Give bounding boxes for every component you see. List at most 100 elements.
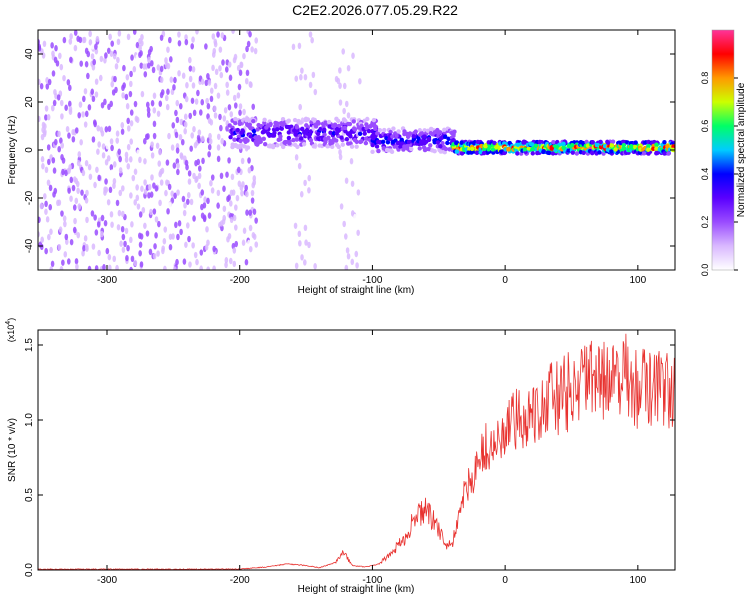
heatmap-cell (115, 264, 119, 270)
heatmap-cell (132, 66, 137, 73)
heatmap-cell (117, 148, 122, 155)
heatmap-cell (363, 136, 369, 141)
heatmap-cell (130, 54, 134, 61)
heatmap-cell (238, 69, 243, 76)
heatmap-cell (121, 210, 125, 218)
heatmap-cell (530, 151, 535, 156)
heatmap-cell (91, 136, 96, 143)
heatmap-cell (308, 129, 313, 134)
heatmap-cell (146, 111, 151, 118)
heatmap-cell (126, 163, 131, 170)
heatmap-cell (104, 52, 108, 59)
heatmap-cell (221, 59, 225, 66)
heatmap-cell (44, 247, 48, 255)
heatmap-cell (152, 132, 157, 140)
heatmap-cell (117, 209, 122, 217)
heatmap-cell (244, 259, 249, 266)
heatmap-cell (310, 37, 314, 44)
heatmap-cell (247, 122, 253, 127)
heatmap-cell (298, 120, 303, 125)
heatmap-cell (506, 147, 512, 152)
heatmap-cell (147, 192, 151, 199)
heatmap-cell (84, 243, 89, 251)
heatmap-cell (346, 253, 351, 260)
heatmap-cell (303, 259, 307, 266)
heatmap-cell (83, 88, 88, 95)
colorbar-frame (711, 29, 735, 271)
heatmap-cell (547, 150, 552, 156)
heatmap-cell (350, 258, 355, 266)
heatmap-cell (315, 131, 321, 137)
heatmap-cell (145, 101, 150, 108)
heatmap-cell (417, 146, 422, 151)
heatmap-cell (278, 134, 283, 139)
heatmap-cell (52, 167, 57, 174)
heatmap-cell (211, 51, 216, 58)
heatmap-cell (64, 233, 69, 241)
heatmap-cell (443, 146, 449, 152)
heatmap-cell (344, 136, 350, 142)
heatmap-cell (380, 139, 386, 144)
heatmap-cell (50, 260, 55, 268)
heatmap-cell (438, 149, 444, 154)
heatmap-cell (143, 158, 147, 165)
heatmap-cell (385, 140, 391, 145)
heatmap-cell (313, 263, 317, 270)
heatmap-cell (126, 244, 130, 252)
heatmap-cell (646, 144, 651, 149)
heatmap-cell (206, 103, 211, 110)
heatmap-cell (168, 244, 173, 251)
heatmap-cell (347, 121, 353, 127)
heatmap-cell (224, 261, 228, 269)
heatmap-cell (284, 124, 290, 129)
heatmap-cell (466, 150, 471, 155)
heatmap-cell (227, 61, 232, 68)
heatmap-cell (140, 185, 144, 192)
heatmap-cell (245, 209, 249, 216)
heatmap-cell (327, 124, 332, 129)
heatmap-cell (168, 201, 172, 209)
heatmap-cell (173, 266, 177, 270)
heatmap-cell (297, 162, 302, 170)
heatmap-cell (216, 133, 221, 140)
heatmap-cell (104, 126, 109, 133)
heatmap-cell (346, 112, 351, 119)
heatmap-cell (104, 186, 109, 193)
heatmap-cell (69, 176, 74, 184)
heatmap-cell (94, 91, 99, 98)
heatmap-cell (183, 113, 188, 120)
heatmap-cell (94, 229, 99, 236)
heatmap-cell (216, 144, 221, 151)
heatmap-cell (242, 52, 246, 60)
heatmap-cell (216, 189, 221, 197)
heatmap-cell (376, 148, 381, 154)
heatmap-cell (51, 50, 55, 57)
heatmap-cell (66, 79, 71, 86)
heatmap-cell (190, 132, 194, 139)
heatmap-cell (452, 129, 457, 134)
heatmap-cell (108, 33, 112, 41)
heatmap-cell (294, 262, 299, 270)
heatmap-cell (247, 167, 252, 174)
heatmap-cell (356, 189, 361, 196)
heatmap-cell (126, 125, 131, 132)
heatmap-cell (211, 64, 215, 72)
heatmap-cell (101, 152, 106, 159)
heatmap-cell (303, 118, 309, 123)
heatmap-cell (67, 187, 71, 194)
heatmap-cell (411, 134, 416, 139)
heatmap-cell (194, 98, 199, 105)
heatmap-cell (353, 213, 357, 221)
heatmap-x-axis-label: Height of straight line (km) (298, 285, 415, 296)
heatmap-cell (200, 189, 205, 196)
line-x-tick-label: 0 (502, 575, 508, 586)
heatmap-cell (114, 63, 119, 70)
heatmap-cell (244, 77, 249, 85)
heatmap-cell (159, 76, 164, 84)
heatmap-cell (188, 56, 192, 64)
heatmap-cell (113, 75, 117, 83)
heatmap-cell (200, 135, 205, 142)
heatmap-cell (129, 109, 134, 116)
heatmap-cell (153, 243, 157, 250)
heatmap-cell (101, 143, 106, 150)
